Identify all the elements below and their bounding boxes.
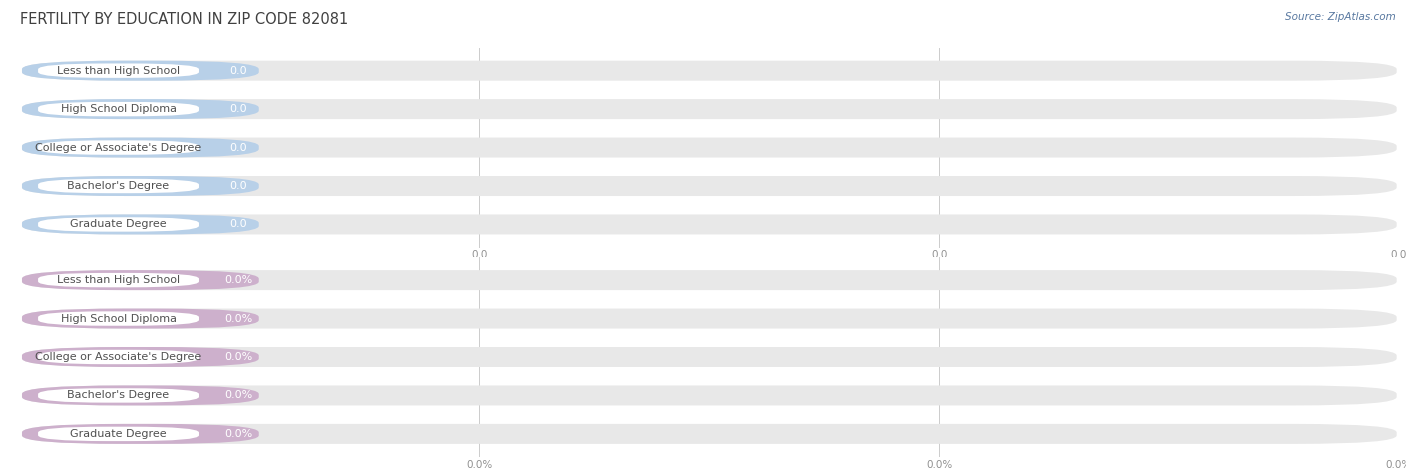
- Text: 0.0: 0.0: [229, 66, 247, 76]
- Text: 0.0%: 0.0%: [224, 429, 252, 439]
- Text: Graduate Degree: Graduate Degree: [70, 219, 167, 229]
- Text: 0.0%: 0.0%: [224, 314, 252, 324]
- FancyBboxPatch shape: [38, 350, 200, 364]
- FancyBboxPatch shape: [22, 386, 1396, 406]
- FancyBboxPatch shape: [22, 347, 1396, 367]
- Text: High School Diploma: High School Diploma: [60, 314, 177, 324]
- FancyBboxPatch shape: [38, 388, 200, 403]
- Text: 0.0: 0.0: [229, 104, 247, 114]
- Text: Source: ZipAtlas.com: Source: ZipAtlas.com: [1285, 12, 1396, 22]
- Text: 0.0: 0.0: [229, 181, 247, 191]
- FancyBboxPatch shape: [22, 424, 1396, 444]
- Text: College or Associate's Degree: College or Associate's Degree: [35, 142, 201, 153]
- FancyBboxPatch shape: [22, 138, 259, 158]
- Text: Bachelor's Degree: Bachelor's Degree: [67, 181, 170, 191]
- FancyBboxPatch shape: [38, 217, 200, 232]
- Text: FERTILITY BY EDUCATION IN ZIP CODE 82081: FERTILITY BY EDUCATION IN ZIP CODE 82081: [20, 12, 347, 27]
- FancyBboxPatch shape: [22, 308, 1396, 328]
- FancyBboxPatch shape: [22, 99, 1396, 119]
- FancyBboxPatch shape: [22, 60, 1396, 80]
- FancyBboxPatch shape: [22, 215, 259, 235]
- FancyBboxPatch shape: [22, 424, 259, 444]
- Text: College or Associate's Degree: College or Associate's Degree: [35, 352, 201, 362]
- FancyBboxPatch shape: [22, 347, 259, 367]
- FancyBboxPatch shape: [38, 311, 200, 326]
- FancyBboxPatch shape: [38, 426, 200, 441]
- Text: High School Diploma: High School Diploma: [60, 104, 177, 114]
- FancyBboxPatch shape: [38, 273, 200, 288]
- FancyBboxPatch shape: [22, 215, 1396, 235]
- FancyBboxPatch shape: [38, 140, 200, 155]
- Text: Bachelor's Degree: Bachelor's Degree: [67, 390, 170, 400]
- FancyBboxPatch shape: [38, 179, 200, 193]
- FancyBboxPatch shape: [22, 270, 259, 290]
- Text: 0.0%: 0.0%: [224, 352, 252, 362]
- FancyBboxPatch shape: [22, 176, 259, 196]
- FancyBboxPatch shape: [22, 176, 1396, 196]
- FancyBboxPatch shape: [22, 308, 259, 328]
- FancyBboxPatch shape: [38, 63, 200, 78]
- Text: 0.0: 0.0: [229, 142, 247, 153]
- FancyBboxPatch shape: [22, 60, 259, 80]
- FancyBboxPatch shape: [22, 270, 1396, 290]
- FancyBboxPatch shape: [22, 99, 259, 119]
- FancyBboxPatch shape: [22, 138, 1396, 158]
- Text: 0.0%: 0.0%: [224, 275, 252, 285]
- Text: Less than High School: Less than High School: [58, 66, 180, 76]
- Text: 0.0%: 0.0%: [224, 390, 252, 400]
- FancyBboxPatch shape: [22, 386, 259, 406]
- Text: Less than High School: Less than High School: [58, 275, 180, 285]
- Text: Graduate Degree: Graduate Degree: [70, 429, 167, 439]
- FancyBboxPatch shape: [38, 102, 200, 116]
- Text: 0.0: 0.0: [229, 219, 247, 229]
